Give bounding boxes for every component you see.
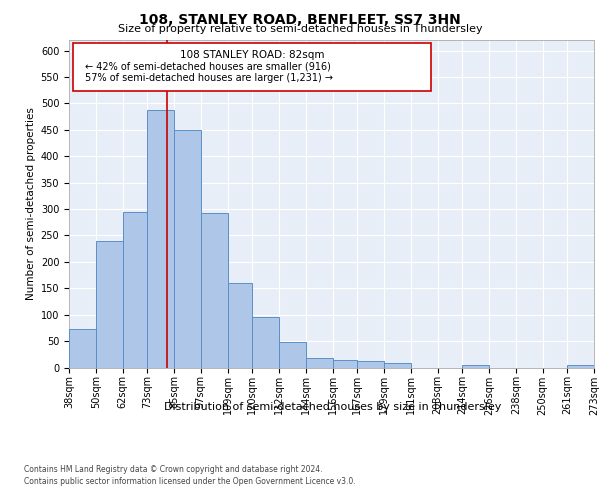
Bar [201, 212, 227, 368]
Text: 57% of semi-detached houses are larger (1,231) →: 57% of semi-detached houses are larger (… [85, 74, 332, 84]
Text: ← 42% of semi-detached houses are smaller (916): ← 42% of semi-detached houses are smalle… [85, 62, 331, 72]
Bar [227, 283, 252, 368]
Text: 108, STANLEY ROAD, BENFLEET, SS7 3HN: 108, STANLEY ROAD, BENFLEET, SS7 3HN [139, 12, 461, 26]
Bar [122, 212, 147, 368]
Y-axis label: Number of semi-detached properties: Number of semi-detached properties [26, 108, 37, 300]
Bar [252, 318, 279, 368]
Bar [174, 130, 201, 368]
Bar [332, 360, 357, 368]
FancyBboxPatch shape [73, 43, 431, 90]
Bar [69, 330, 96, 368]
Bar [306, 358, 332, 368]
Bar [147, 110, 174, 368]
Text: Distribution of semi-detached houses by size in Thundersley: Distribution of semi-detached houses by … [164, 402, 502, 412]
Text: 108 STANLEY ROAD: 82sqm: 108 STANLEY ROAD: 82sqm [180, 50, 325, 59]
Text: Contains HM Land Registry data © Crown copyright and database right 2024.: Contains HM Land Registry data © Crown c… [24, 465, 323, 474]
Bar [279, 342, 306, 367]
Text: Contains public sector information licensed under the Open Government Licence v3: Contains public sector information licen… [24, 478, 356, 486]
Bar [357, 361, 384, 368]
Text: Size of property relative to semi-detached houses in Thundersley: Size of property relative to semi-detach… [118, 24, 482, 34]
Bar [462, 366, 489, 368]
Bar [567, 365, 594, 368]
Bar [384, 364, 411, 368]
Bar [96, 240, 122, 368]
